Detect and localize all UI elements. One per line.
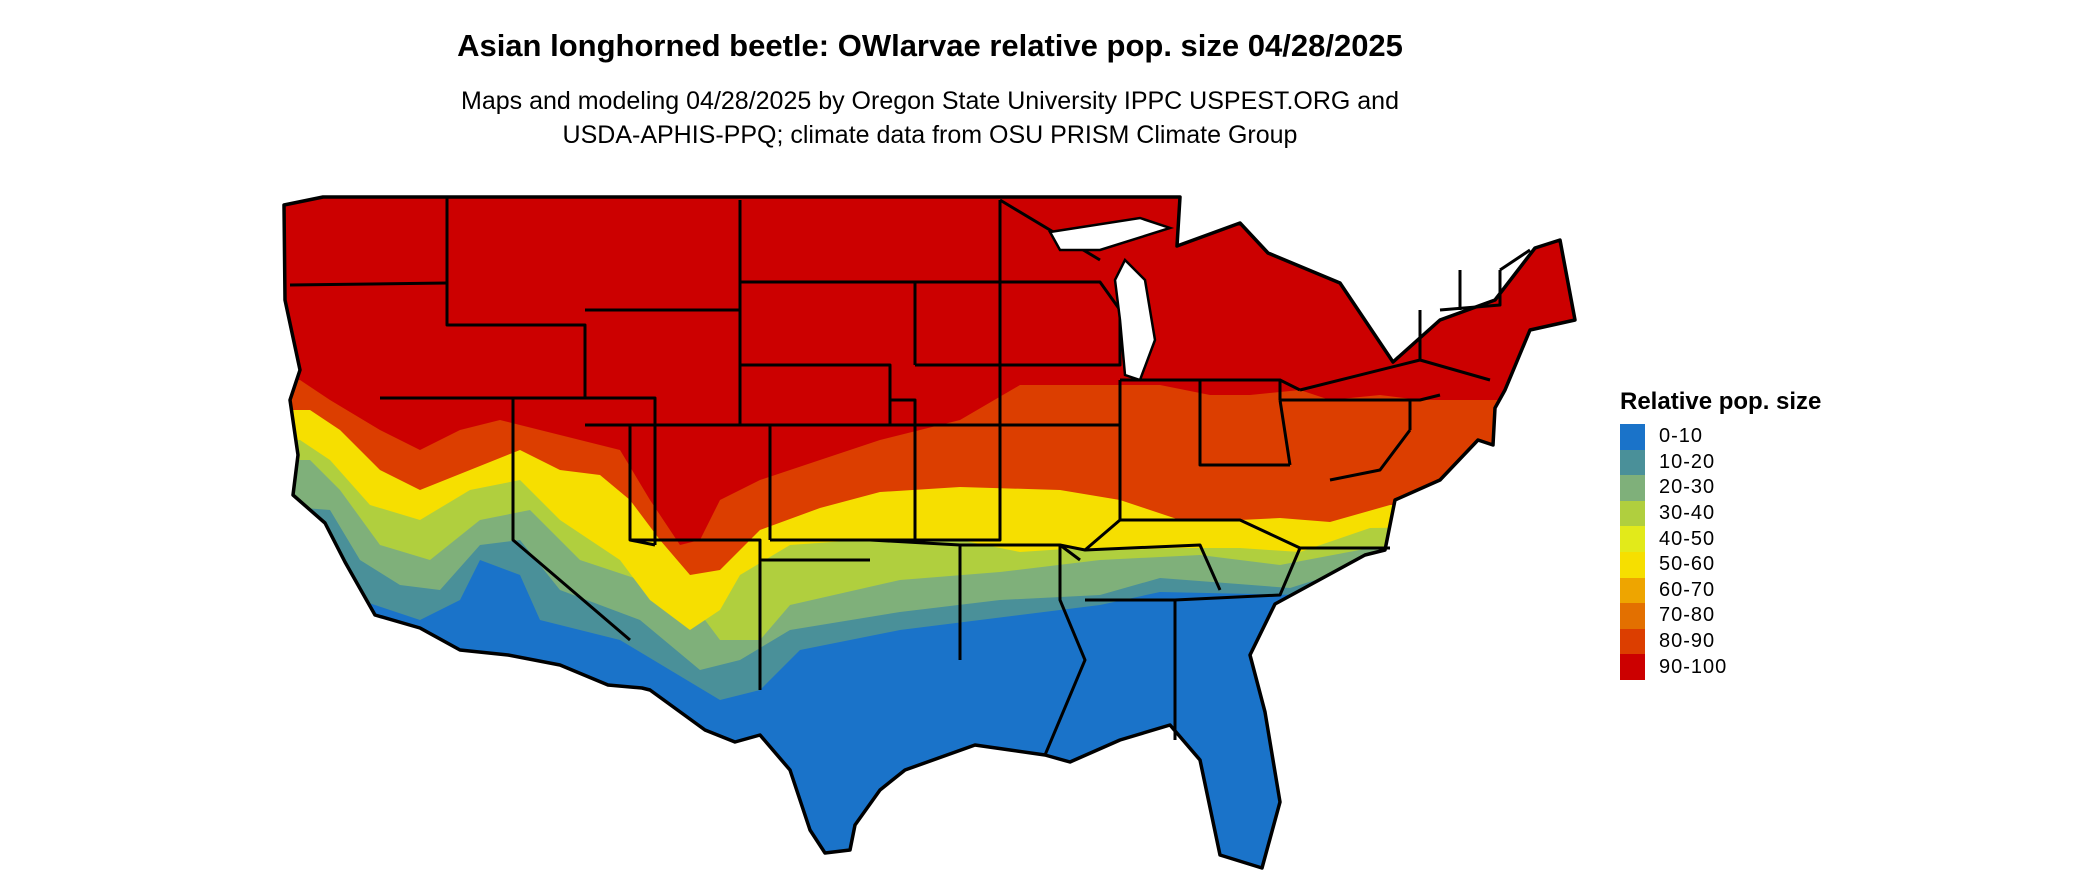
legend-label: 40-50: [1659, 527, 1716, 550]
legend-item: 70-80: [1620, 603, 1821, 629]
legend-swatch: [1620, 475, 1645, 501]
legend-label: 10-20: [1659, 450, 1716, 473]
great-lakes: [1048, 216, 1175, 382]
legend-item: 20-30: [1620, 475, 1821, 501]
legend-label: 0-10: [1659, 425, 1704, 448]
lake-michigan: [1113, 257, 1157, 382]
legend-label: 70-80: [1659, 604, 1716, 627]
legend-swatch: [1620, 654, 1645, 680]
lake-superior: [1048, 216, 1175, 252]
legend-swatch: [1620, 551, 1645, 578]
legend-item: 90-100: [1620, 654, 1821, 680]
legend-items: 0-10 10-20 20-30 30-40 40-50 50-60 60-70 70-80 8…: [1620, 424, 1821, 680]
legend-label: 60-70: [1659, 578, 1716, 601]
legend-swatch: [1620, 424, 1645, 450]
legend-swatch: [1620, 603, 1645, 629]
legend-swatch: [1620, 449, 1645, 476]
legend-item: 40-50: [1620, 526, 1821, 552]
legend-item: 50-60: [1620, 551, 1821, 578]
legend-swatch: [1620, 577, 1645, 604]
legend-label: 30-40: [1659, 502, 1716, 525]
map-title: Asian longhorned beetle: OWlarvae relati…: [457, 28, 1403, 63]
subtitle-line-1: Maps and modeling 04/28/2025 by Oregon S…: [461, 87, 1399, 115]
legend-item: 60-70: [1620, 577, 1821, 604]
band-90-100: [284, 197, 1575, 545]
population-bands: [284, 197, 1575, 868]
legend-swatch: [1620, 500, 1645, 527]
state-boundaries: [282, 195, 1577, 870]
legend-item: 30-40: [1620, 500, 1821, 527]
legend-swatch: [1620, 628, 1645, 655]
map-subtitle: Maps and modeling 04/28/2025 by Oregon S…: [0, 84, 1860, 152]
legend-item: 10-20: [1620, 449, 1821, 476]
legend-label: 50-60: [1659, 553, 1716, 576]
legend-title: Relative pop. size: [1620, 388, 1822, 415]
legend-label: 20-30: [1659, 476, 1716, 499]
subtitle-line-2: USDA-APHIS-PPQ; climate data from OSU PR…: [562, 121, 1298, 149]
legend-item: 80-90: [1620, 628, 1821, 655]
legend-swatch: [1620, 526, 1645, 552]
legend-item: 0-10: [1620, 424, 1821, 450]
legend-label: 80-90: [1659, 630, 1716, 653]
legend-label: 90-100: [1659, 655, 1728, 678]
legend: Relative pop. size 0-10 10-20 20-30 30-40 40…: [1620, 388, 1821, 680]
